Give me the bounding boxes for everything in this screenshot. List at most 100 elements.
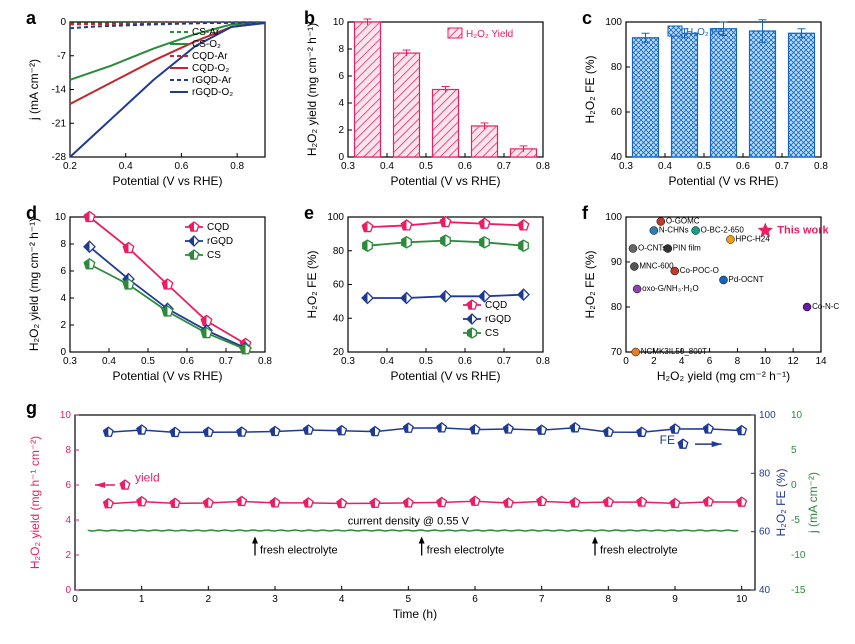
svg-text:0.7: 0.7 [775,161,789,172]
svg-text:5: 5 [406,594,412,605]
svg-text:60: 60 [759,527,771,538]
svg-text:8: 8 [60,239,66,250]
svg-text:Potential (V vs RHE): Potential (V vs RHE) [112,369,222,383]
svg-text:100: 100 [605,17,622,28]
svg-text:CS: CS [207,250,221,261]
panel-b: b 0.30.40.50.60.70.80246810Potential (V … [298,10,558,195]
svg-text:0.7: 0.7 [219,356,233,367]
chart-g: 0123456789100246810406080100-15-10-50510… [20,400,836,635]
svg-text:0.4: 0.4 [380,356,394,367]
svg-text:10: 10 [791,410,803,421]
panel-c: c 0.30.40.50.60.70.8406080100Potential (… [576,10,836,195]
svg-text:H₂O₂ Yield: H₂O₂ Yield [466,29,513,40]
svg-text:4: 4 [679,356,685,367]
svg-text:j (mA cm⁻²): j (mA cm⁻²) [806,472,820,534]
svg-text:80: 80 [759,468,771,479]
svg-text:Potential (V vs RHE): Potential (V vs RHE) [112,174,222,188]
panel-f: f 02468101214708090100H₂O₂ yield (mg cm⁻… [576,205,836,390]
panel-d: d 0.30.40.50.60.70.80246810Potential (V … [20,205,280,390]
svg-text:9: 9 [672,594,678,605]
svg-text:rGQD-Ar: rGQD-Ar [192,75,232,86]
svg-text:10: 10 [55,212,67,223]
svg-text:CQD: CQD [485,300,507,311]
chart-b: 0.30.40.50.60.70.80246810Potential (V vs… [298,10,558,195]
svg-text:0.6: 0.6 [458,356,472,367]
svg-text:10: 10 [333,17,345,28]
svg-text:0.8: 0.8 [536,161,550,172]
svg-text:12: 12 [788,356,800,367]
svg-text:0.6: 0.6 [180,356,194,367]
svg-text:80: 80 [611,62,623,73]
svg-text:Pd-OCNT: Pd-OCNT [729,275,764,284]
panel-d-label: d [26,203,37,224]
svg-text:0: 0 [60,347,66,358]
svg-text:Potential (V vs RHE): Potential (V vs RHE) [390,369,500,383]
svg-text:0: 0 [65,585,71,596]
svg-text:rGQD: rGQD [485,314,511,325]
svg-text:5: 5 [791,445,797,456]
svg-text:CQD-Ar: CQD-Ar [192,51,228,62]
svg-text:100: 100 [605,212,622,223]
chart-d: 0.30.40.50.60.70.80246810Potential (V vs… [20,205,280,390]
svg-text:current density @ 0.55 V: current density @ 0.55 V [348,516,470,528]
svg-text:90: 90 [611,257,623,268]
svg-text:H₂O₂ yield (mg cm⁻² h⁻¹): H₂O₂ yield (mg cm⁻² h⁻¹) [305,23,319,156]
svg-text:0.5: 0.5 [419,356,433,367]
svg-text:6: 6 [65,480,71,491]
svg-text:O-GOMC: O-GOMC [666,217,700,226]
chart-e: 0.30.40.50.60.70.820406080100Potential (… [298,205,558,390]
svg-text:0.8: 0.8 [258,356,272,367]
svg-text:Potential (V vs RHE): Potential (V vs RHE) [668,174,778,188]
svg-text:8: 8 [65,445,71,456]
svg-text:80: 80 [611,302,623,313]
svg-text:-5: -5 [791,515,800,526]
svg-text:10: 10 [736,594,748,605]
svg-text:4: 4 [338,98,344,109]
panel-b-label: b [304,8,315,29]
svg-text:fresh electrolyte: fresh electrolyte [427,545,505,557]
svg-text:0.8: 0.8 [536,356,550,367]
svg-text:0: 0 [791,480,797,491]
svg-text:-15: -15 [791,585,806,596]
svg-text:2: 2 [651,356,657,367]
svg-text:0: 0 [623,356,629,367]
svg-text:8: 8 [735,356,741,367]
panel-a: a 0.20.40.60.8-28-21-14-70Potential (V v… [20,10,280,195]
svg-text:2: 2 [338,125,344,136]
svg-text:-21: -21 [52,118,67,129]
svg-text:rGQD-O₂: rGQD-O₂ [192,87,233,98]
svg-text:fresh electrolyte: fresh electrolyte [260,545,338,557]
svg-text:0.7: 0.7 [497,161,511,172]
svg-text:40: 40 [611,152,623,163]
svg-text:0.7: 0.7 [497,356,511,367]
svg-text:2: 2 [65,550,71,561]
panel-f-label: f [582,203,588,224]
svg-text:HPC-H24: HPC-H24 [735,235,770,244]
svg-text:CS-O₂: CS-O₂ [192,39,221,50]
svg-text:4: 4 [60,293,66,304]
svg-text:0.4: 0.4 [102,356,116,367]
svg-text:1: 1 [139,594,145,605]
svg-text:j (mA cm⁻²): j (mA cm⁻²) [27,59,41,121]
svg-text:3: 3 [272,594,278,605]
svg-text:0.4: 0.4 [658,161,672,172]
svg-text:4: 4 [339,594,345,605]
svg-text:20: 20 [333,347,345,358]
svg-text:NCMK3IL50_800T: NCMK3IL50_800T [641,347,707,356]
svg-text:FE: FE [660,433,675,447]
svg-text:0.5: 0.5 [141,356,155,367]
svg-text:100: 100 [327,212,344,223]
svg-text:0.4: 0.4 [380,161,394,172]
svg-text:0.8: 0.8 [230,161,244,172]
svg-text:Potential (V vs RHE): Potential (V vs RHE) [390,174,500,188]
svg-text:yield: yield [135,471,160,485]
svg-text:Co-N-C: Co-N-C [812,302,839,311]
panel-e-label: e [304,203,314,224]
panel-c-label: c [582,8,592,29]
svg-text:60: 60 [611,107,623,118]
svg-text:-28: -28 [52,152,67,163]
svg-text:Co-POC-O: Co-POC-O [680,266,719,275]
svg-text:H₂O₂ FE (%): H₂O₂ FE (%) [305,251,319,319]
svg-text:-14: -14 [52,85,67,96]
svg-text:CS: CS [485,328,499,339]
